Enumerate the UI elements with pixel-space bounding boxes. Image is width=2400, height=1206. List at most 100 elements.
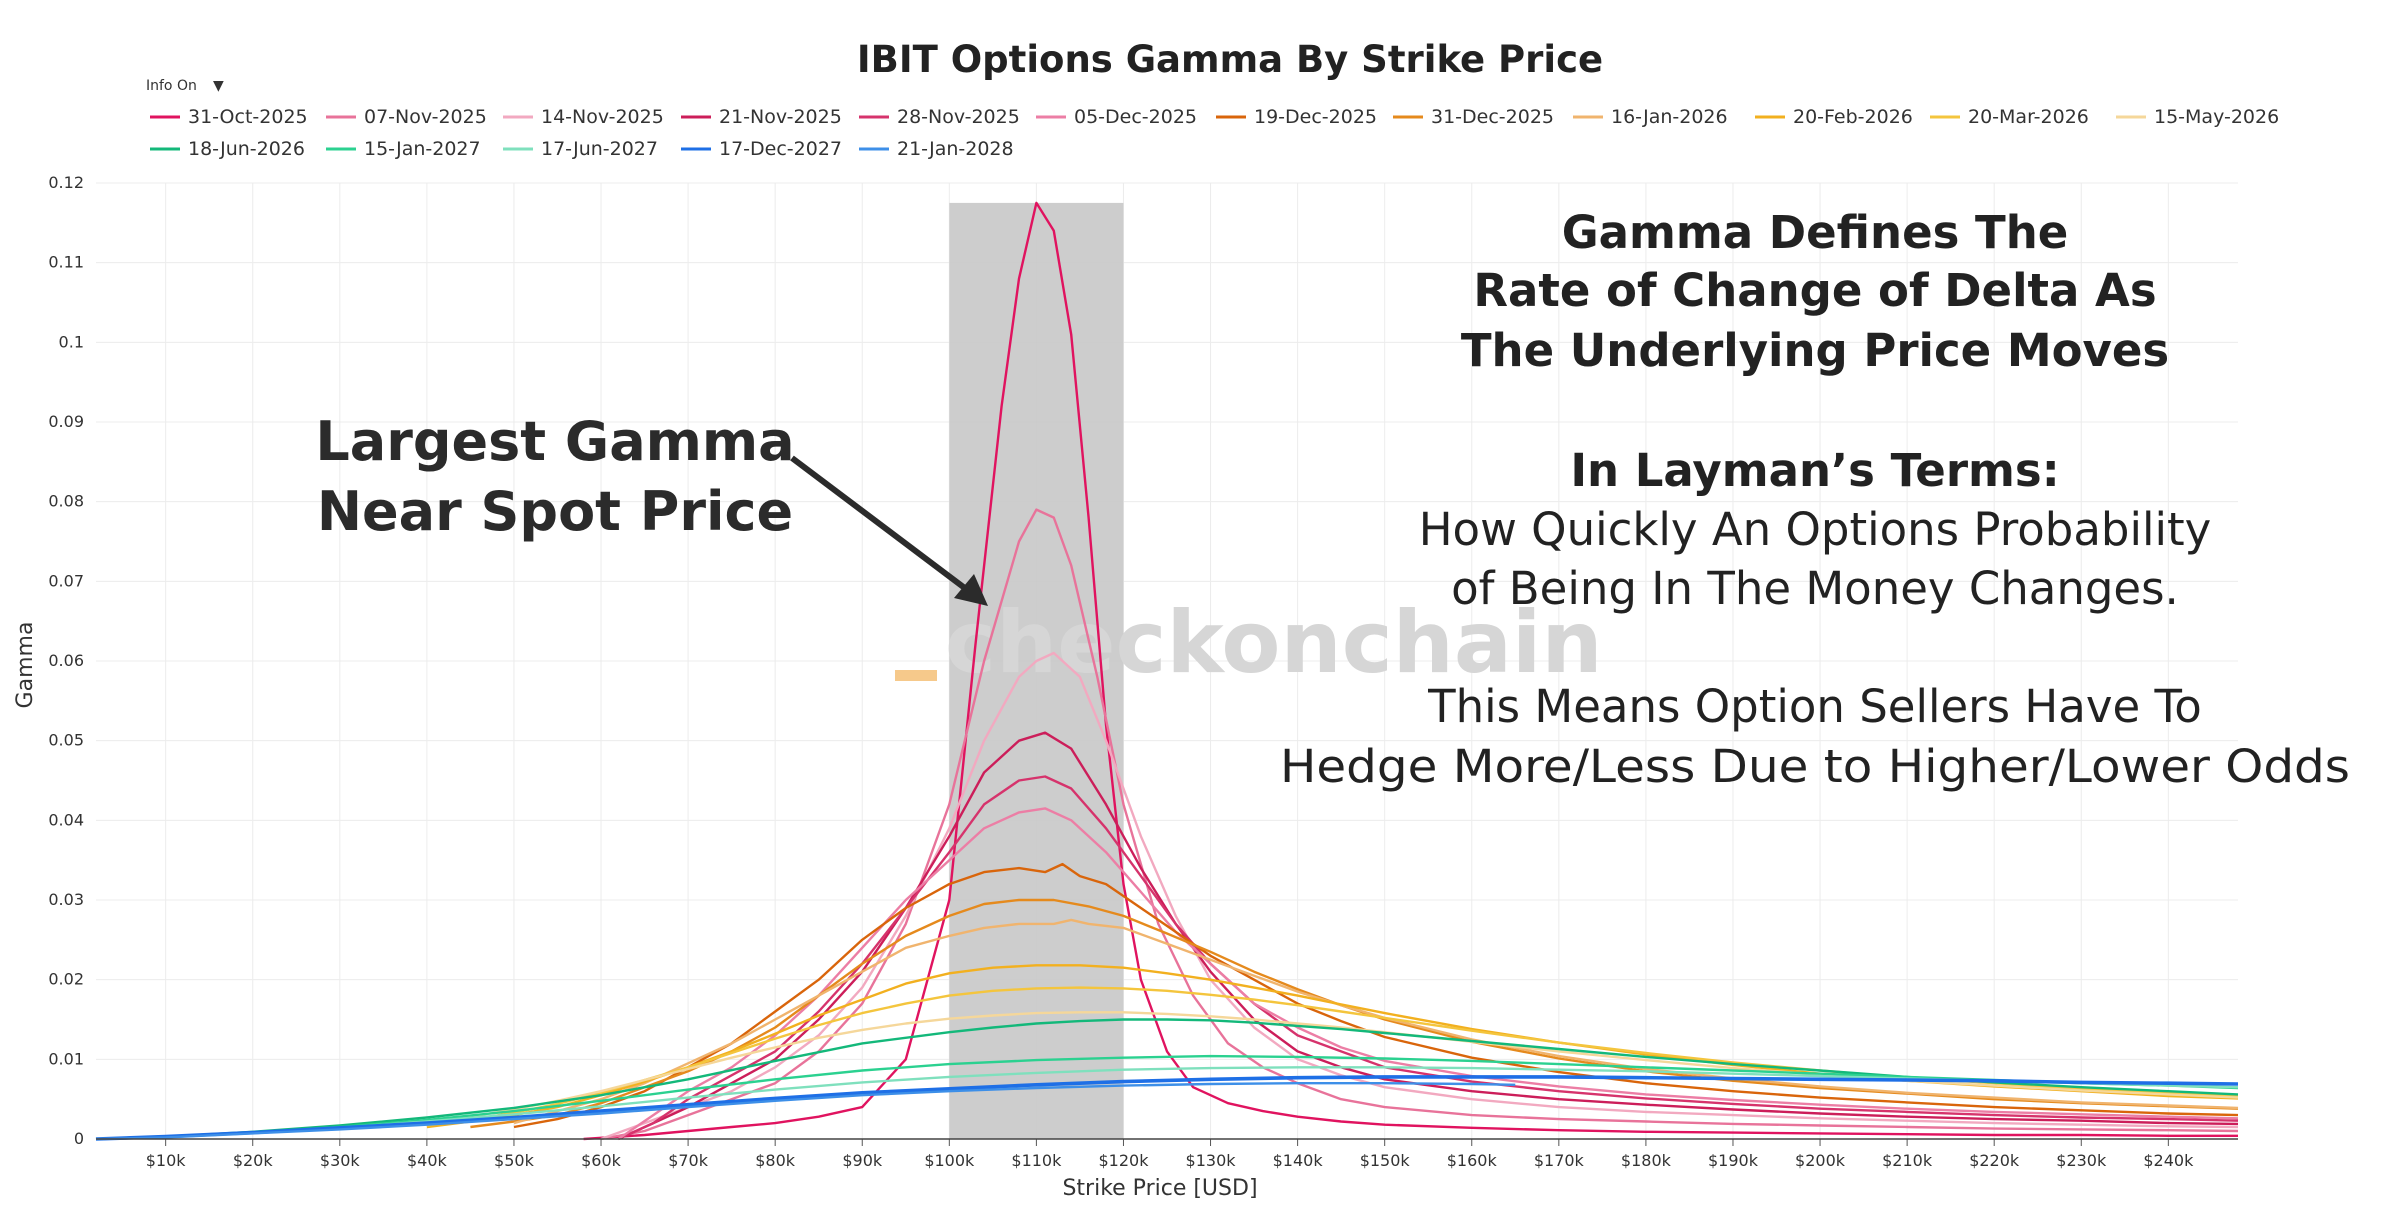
y-tick-label: 0.01	[48, 1049, 84, 1068]
x-tick-label: $130k	[1186, 1151, 1237, 1170]
legend: 31-Oct-2025 07-Nov-2025 14-Nov-2025 21-Nov-…	[150, 106, 2279, 160]
legend-item[interactable]: 20-Mar-2026	[1930, 106, 2089, 128]
y-tick-label: 0.03	[48, 890, 84, 909]
axes: 0 0.01 0.02 0.03 0.04 0.05 0.06 0.07 0.08 0.09 0.1…	[48, 173, 2238, 1170]
x-tick-label: $150k	[1360, 1151, 1411, 1170]
legend-item[interactable]: 31-Dec-2025	[1393, 106, 1554, 128]
legend-label: 07-Nov-2025	[364, 106, 487, 128]
legend-label: 21-Nov-2025	[719, 106, 842, 128]
x-tick-label: $60k	[581, 1151, 622, 1170]
y-tick-label: 0.05	[48, 731, 84, 750]
legend-item[interactable]: 15-Jan-2027	[326, 138, 481, 160]
legend-item[interactable]: 05-Dec-2025	[1036, 106, 1197, 128]
x-tick-label: $190k	[1708, 1151, 1759, 1170]
sellers-line-2: Hedge More/Less Due to Higher/Lower Odds	[1280, 740, 2350, 793]
series-line-15-Jan-2027	[95, 1054, 2239, 1141]
y-tick-label: 0.12	[48, 173, 84, 192]
series-line-18-Jun-2026	[95, 1018, 2239, 1141]
legend-label: 19-Dec-2025	[1254, 106, 1377, 128]
y-tick-label: 0.02	[48, 970, 84, 989]
callout-arrowhead	[954, 574, 988, 606]
x-tick-label: $40k	[407, 1151, 448, 1170]
x-tick-label: $10k	[146, 1151, 187, 1170]
x-tick-label: $210k	[1882, 1151, 1933, 1170]
legend-item[interactable]: 16-Jan-2026	[1573, 106, 1728, 128]
x-tick-label: $50k	[494, 1151, 535, 1170]
legend-label: 15-May-2026	[2154, 106, 2279, 128]
layman-heading: In Layman’s Terms:	[1570, 444, 2059, 497]
series-layer	[95, 201, 2239, 1141]
y-tick-label: 0.06	[48, 651, 84, 670]
legend-label: 14-Nov-2025	[541, 106, 664, 128]
definition-line-1: Gamma Defines The	[1562, 206, 2069, 259]
x-tick-label: $180k	[1621, 1151, 1672, 1170]
series-line-17-Dec-2027	[95, 1075, 2239, 1141]
watermark-underscore	[895, 670, 937, 681]
watermark-text: checkonchain	[945, 593, 1603, 693]
x-tick-label: $160k	[1447, 1151, 1498, 1170]
legend-label: 20-Feb-2026	[1793, 106, 1913, 128]
legend-label: 31-Dec-2025	[1431, 106, 1554, 128]
legend-item[interactable]: 21-Jan-2028	[859, 138, 1014, 160]
layman-line-1: How Quickly An Options Probability	[1419, 503, 2212, 556]
info-toggle-label: Info On	[146, 78, 197, 94]
legend-item[interactable]: 18-Jun-2026	[150, 138, 305, 160]
x-tick-label: $240k	[2143, 1151, 2194, 1170]
x-tick-label: $220k	[1969, 1151, 2020, 1170]
chart-title: IBIT Options Gamma By Strike Price	[857, 38, 1603, 81]
callout-line-1: Largest Gamma	[315, 410, 794, 473]
legend-label: 31-Oct-2025	[188, 106, 308, 128]
legend-item[interactable]: 17-Jun-2027	[503, 138, 658, 160]
x-tick-label: $70k	[668, 1151, 709, 1170]
y-tick-label: 0.11	[48, 253, 84, 272]
y-axis-label: Gamma	[13, 622, 38, 709]
sellers-line-1: This Means Option Sellers Have To	[1427, 680, 2202, 733]
watermark: checkonchain	[895, 593, 1603, 693]
legend-item[interactable]: 14-Nov-2025	[503, 106, 664, 128]
x-tick-label: $170k	[1534, 1151, 1585, 1170]
x-tick-label: $20k	[233, 1151, 274, 1170]
callout-line-2: Near Spot Price	[317, 480, 793, 543]
legend-item[interactable]: 31-Oct-2025	[150, 106, 308, 128]
series-line-28-Nov-2025	[617, 775, 2239, 1141]
series-line-16-Jan-2026	[513, 918, 2239, 1125]
highlight-band-layer	[949, 202, 1124, 1139]
legend-label: 28-Nov-2025	[897, 106, 1020, 128]
legend-label: 17-Jun-2027	[541, 138, 658, 160]
legend-label: 05-Dec-2025	[1074, 106, 1197, 128]
x-tick-label: $90k	[842, 1151, 883, 1170]
y-tick-label: 0.07	[48, 571, 84, 590]
series-line-14-Nov-2025	[600, 651, 2239, 1141]
y-tick-label: 0.1	[59, 332, 84, 351]
legend-item[interactable]: 20-Feb-2026	[1755, 106, 1913, 128]
legend-item[interactable]: 17-Dec-2027	[681, 138, 842, 160]
series-line-19-Dec-2025	[513, 862, 2239, 1129]
definition-line-3: The Underlying Price Moves	[1461, 324, 2169, 377]
y-tick-label: 0	[74, 1129, 84, 1148]
layman-line-2: of Being In The Money Changes.	[1451, 562, 2179, 615]
legend-item[interactable]: 28-Nov-2025	[859, 106, 1020, 128]
legend-item[interactable]: 19-Dec-2025	[1216, 106, 1377, 128]
legend-item[interactable]: 07-Nov-2025	[326, 106, 487, 128]
legend-label: 15-Jan-2027	[364, 138, 481, 160]
legend-item[interactable]: 15-May-2026	[2116, 106, 2279, 128]
x-tick-label: $200k	[1795, 1151, 1846, 1170]
y-tick-label: 0.08	[48, 492, 84, 511]
y-tick-label: 0.04	[48, 810, 84, 829]
x-tick-label: $120k	[1098, 1151, 1149, 1170]
legend-label: 20-Mar-2026	[1968, 106, 2089, 128]
highlight-band	[949, 202, 1124, 1139]
legend-item[interactable]: 21-Nov-2025	[681, 106, 842, 128]
x-tick-label: $110k	[1011, 1151, 1062, 1170]
legend-label: 21-Jan-2028	[897, 138, 1014, 160]
x-tick-label: $80k	[755, 1151, 796, 1170]
x-tick-label: $230k	[2056, 1151, 2107, 1170]
callout-annotation: Largest Gamma Near Spot Price	[315, 410, 988, 606]
info-toggle[interactable]: Info On ▼	[146, 78, 224, 94]
definition-annotation: Gamma Defines The Rate of Change of Delt…	[1280, 206, 2350, 793]
series-line-21-Jan-2028	[95, 1082, 1516, 1141]
legend-label: 16-Jan-2026	[1611, 106, 1728, 128]
y-tick-label: 0.09	[48, 412, 84, 431]
legend-label: 18-Jun-2026	[188, 138, 305, 160]
